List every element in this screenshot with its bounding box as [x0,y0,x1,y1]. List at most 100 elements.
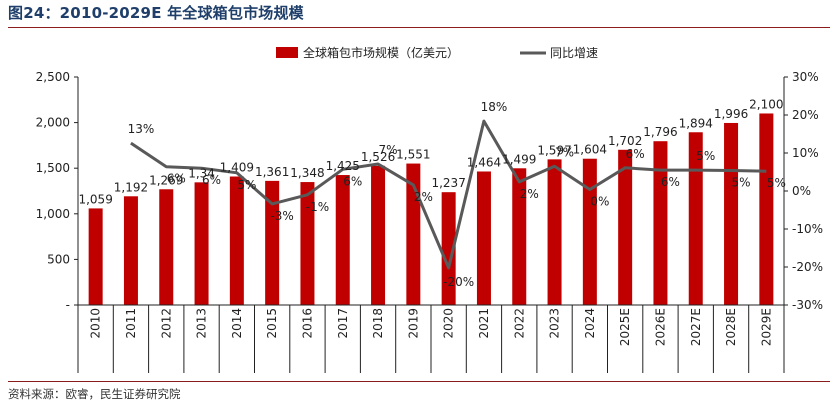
bar-2012 [159,189,174,305]
bar-2029E [759,113,774,305]
x-tick-label: 2029E [759,308,773,346]
x-tick-label: 2025E [618,308,632,346]
bar-value-label: 1,996 [714,107,748,121]
growth-value-label: 6% [661,175,680,189]
right-tick-label: -20% [792,260,823,274]
bar-2019 [406,163,421,305]
growth-value-label: 2% [414,190,433,204]
bar-value-label: 1,34 [188,166,215,180]
left-tick-label: - [66,298,70,312]
left-tick-label: 2,500 [36,70,70,84]
growth-value-label: 18% [481,100,508,114]
growth-value-label: 7% [555,145,574,159]
legend: 全球箱包市场规模（亿美元） 同比增速 [276,45,598,60]
bar-value-label: 1,348 [290,166,324,180]
bar-2028E [724,122,739,305]
left-tick-label: 500 [47,252,70,266]
bar-value-label: 1,499 [502,152,536,166]
bar-2025E [618,149,633,305]
bar-2013 [194,182,209,305]
bar-value-label: 1,597 [537,143,571,157]
x-tick-label: 2026E [653,308,667,346]
growth-value-label: 5% [767,176,786,190]
growth-value-label: 13% [128,122,155,136]
growth-value-label: 5% [696,149,715,163]
x-tick-label: 2023 [548,308,562,339]
x-tick-label: 2027E [689,308,703,346]
title-divider [8,27,830,28]
figure-title: 图24：2010-2029E 年全球箱包市场规模 [8,4,304,22]
bar-value-label: 1,551 [396,148,430,162]
bar-2015 [265,180,280,305]
source-divider [8,381,830,382]
x-tick-label: 2018 [371,308,385,339]
growth-value-label: -20% [443,275,474,289]
bar-value-label: 1,464 [467,155,501,169]
growth-value-label: 6% [202,173,221,187]
bar-value-label: 1,604 [573,143,607,157]
growth-value-label: 6% [343,174,362,188]
x-tick-label: 2013 [195,308,209,339]
x-tick-label: 2019 [406,308,420,339]
bar-2022 [512,168,527,305]
growth-value-label: 2% [520,187,539,201]
growth-value-label: 6% [167,172,186,186]
bar-value-label: 1,059 [78,192,112,206]
bar-2024 [582,158,597,305]
growth-value-label: 6% [626,147,645,161]
bar-2014 [229,176,244,305]
bar-value-label: 1,894 [679,116,713,130]
bar-2027E [688,132,703,305]
bar-2010 [88,208,103,305]
bar-2017 [335,175,350,305]
bar-value-label: 1,192 [114,180,148,194]
bar-value-label: 1,796 [643,125,677,139]
bar-value-label: 1,409 [220,160,254,174]
bar-2016 [300,182,315,305]
bar-2023 [547,159,562,305]
right-tick-label: 30% [792,70,819,84]
x-tick-label: 2017 [336,308,350,339]
x-tick-label: 2014 [230,308,244,339]
right-tick-label: 0% [792,184,811,198]
bar-value-label: 1,425 [326,159,360,173]
right-tick-label: -10% [792,222,823,236]
bar-2011 [123,196,138,305]
growth-value-label: -1% [306,200,329,214]
bar-value-label: 1,361 [255,165,289,179]
growth-line [130,119,767,270]
bar-2020 [441,192,456,305]
legend-bar-label: 全球箱包市场规模（亿美元） [303,45,459,60]
left-tick-label: 2,000 [36,116,70,130]
growth-value-label: -3% [270,209,293,223]
legend-bar-swatch [276,47,298,58]
x-tick-label: 2015 [265,308,279,339]
source-note: 资料来源：欧睿，民生证券研究院 [8,387,181,401]
x-tick-label: 2024 [583,308,597,339]
bar-value-label: 1,237 [431,176,465,190]
bar-2021 [476,171,491,305]
x-tick-label: 2012 [159,308,173,339]
right-tick-label: 10% [792,146,819,160]
x-tick-label: 2022 [512,308,526,339]
growth-value-label: 5% [237,178,256,192]
bar-value-label: 1,702 [608,134,642,148]
bar-2026E [653,141,668,305]
bar-value-label: 1,269 [149,173,183,187]
x-tick-label: 2011 [124,308,138,339]
bar-2018 [371,165,386,305]
legend-line-label: 同比增速 [550,46,598,60]
growth-value-label: 0% [590,194,609,208]
left-tick-label: 1,500 [36,161,70,175]
x-tick-label: 2028E [724,308,738,346]
x-tick-label: 2016 [300,308,314,339]
bar-value-label: 2,100 [749,97,783,111]
x-tick-label: 2020 [442,308,456,339]
bar-value-label: 1,526 [361,150,395,164]
x-tick-label: 2021 [477,308,491,339]
growth-value-label: 5% [732,175,751,189]
left-tick-label: 1,000 [36,207,70,221]
right-tick-label: 20% [792,108,819,122]
growth-value-label: 7% [379,143,398,157]
